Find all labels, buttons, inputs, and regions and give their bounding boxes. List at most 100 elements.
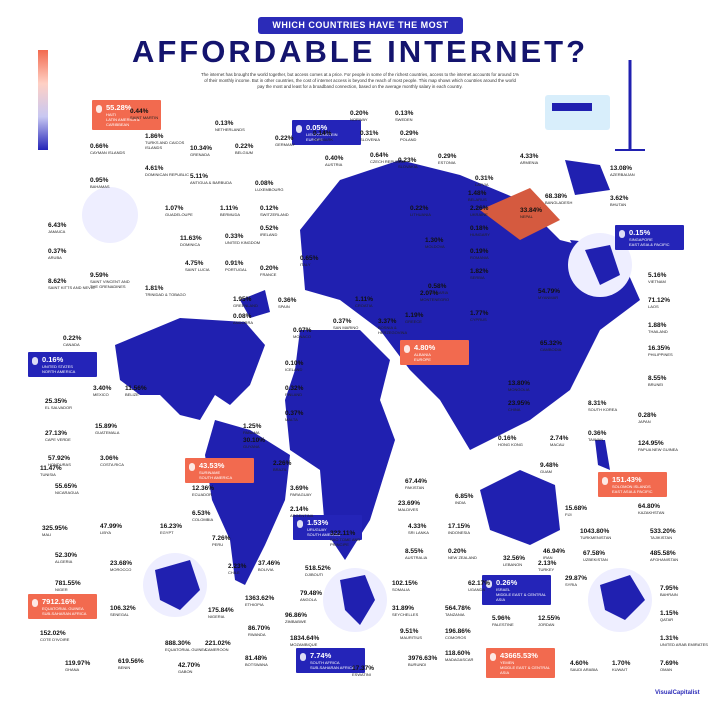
country-name: NIGERIA [208, 614, 225, 619]
country-label: 0.65% ITALY [300, 255, 348, 267]
country-name: TANZANIA [445, 612, 465, 617]
country-label: 9.59% SAINT VINCENT AND THE GRENADINES [90, 272, 138, 289]
country-label: 221.02% CAMEROON [205, 640, 253, 652]
country-name: CAMEROON [205, 647, 229, 652]
country-name: ARGENTINA [290, 513, 314, 518]
country-value: 4.75% [185, 260, 204, 267]
country-value: 12.36% [192, 485, 215, 492]
country-label: 119.97% GHANA [65, 660, 113, 672]
country-label: 152.02% COTE D'IVOIRE [40, 630, 88, 642]
country-label: 5.96% PALESTINE [492, 615, 540, 627]
country-name: SOMALIA [392, 587, 410, 592]
country-label: 5.11% ANTIGUA & BARBUDA [190, 173, 238, 185]
country-label: 0.40% AUSTRIA [325, 155, 373, 167]
country-label: 96.86% ZIMBABWE [285, 612, 333, 624]
country-name: LUXEMBOURG [255, 187, 284, 192]
country-label: 86.70% RWANDA [248, 625, 296, 637]
country-name: COSTA RICA [100, 462, 124, 467]
country-name: ETHIOPIA [245, 602, 264, 607]
country-value: 0.36% [588, 430, 607, 437]
intro: The internet has brought the world toget… [200, 72, 519, 89]
country-label: 0.10% ICELAND [285, 360, 333, 372]
country-label: 175.84% NIGERIA [208, 607, 256, 619]
country-value: 2.74% [550, 435, 569, 442]
country-label: 564.78% TANZANIA [445, 605, 493, 617]
country-value: 7.26% [212, 535, 231, 542]
country-value: 23.68% [110, 560, 133, 567]
country-value: 0.52% [260, 225, 279, 232]
country-value: 0.65% [300, 255, 319, 262]
country-value: 32.56% [503, 555, 526, 562]
country-name: AUSTRALIA [405, 555, 428, 560]
country-value: 1.25% [243, 423, 262, 430]
highlight-region: MIDDLE EAST & CENTRAL ASIA [496, 592, 547, 602]
country-value: 0.20% [260, 265, 279, 272]
country-label: 67.44% PAKISTAN [405, 478, 453, 490]
highlight-value: 43665.53% [500, 651, 538, 660]
country-label: 1.30% MOLDOVA [425, 237, 473, 249]
country-name: ALGERIA [55, 559, 73, 564]
highlight-region: SOUTH AMERICA [199, 475, 233, 480]
country-value: 6.85% [455, 493, 474, 500]
country-value: 0.44% [130, 108, 149, 115]
country-label: 4.33% ARMENIA [520, 153, 568, 165]
country-value: 7.69% [660, 660, 679, 667]
country-value: 1834.64% [290, 635, 320, 642]
highlight-box: 0.26% ISRAEL MIDDLE EAST & CENTRAL ASIA [482, 575, 551, 605]
country-label: 11.63% DOMINICA [180, 235, 228, 247]
country-name: ESTONIA [438, 160, 456, 165]
country-value: 0.31% [360, 130, 379, 137]
country-label: 2.23% CHILE [228, 563, 276, 575]
country-label: 0.36% TAIWAN [588, 430, 636, 442]
country-label: 17.15% INDONESIA [448, 523, 496, 535]
country-name: QATAR [660, 617, 674, 622]
country-name: MACAU [550, 442, 565, 447]
country-value: 0.33% [225, 233, 244, 240]
country-value: 2.07% [420, 290, 439, 297]
highlight-region: LATIN AMERICA & CARIBBEAN [106, 117, 140, 127]
country-value: 4.33% [408, 523, 427, 530]
country-value: 0.18% [470, 225, 489, 232]
country-label: 1.15% QATAR [660, 610, 708, 622]
country-label: 5.16% VIETNAM [648, 272, 696, 284]
country-label: 0.13% SWEDEN [395, 110, 443, 122]
country-name: THAILAND [648, 329, 668, 334]
country-label: 46.94% IRAN [543, 548, 591, 560]
country-label: 325.95% MALI [42, 525, 90, 537]
country-label: 7.26% PERU [212, 535, 260, 547]
country-name: BAHAMAS [90, 184, 110, 189]
country-value: 2.14% [290, 506, 309, 513]
country-label: 12.36% ECUADOR [192, 485, 240, 497]
country-value: 0.91% [225, 260, 244, 267]
country-value: 0.22% [410, 205, 429, 212]
country-name: NETHERLANDS [215, 127, 245, 132]
country-label: 13.08% AZERBAIJAN [610, 165, 658, 177]
country-name: BHUTAN [610, 202, 627, 207]
country-value: 2.13% [538, 560, 557, 567]
highlight-country: SINGAPORE [629, 237, 653, 242]
country-label: 0.22% LITHUANIA [410, 205, 458, 217]
country-label: 1.82% SERBIA [470, 268, 518, 280]
country-value: 0.37% [285, 410, 304, 417]
country-value: 1.07% [165, 205, 184, 212]
country-label: 0.33% UNITED KINGDOM [225, 233, 273, 245]
country-value: 8.55% [648, 375, 667, 382]
country-label: 3.06% COSTA RICA [100, 455, 148, 467]
country-label: 6.53% COLOMBIA [192, 510, 240, 522]
country-label: 0.66% CAYMAN ISLANDS [90, 143, 138, 155]
country-label: 12.55% JORDAN [538, 615, 586, 627]
country-value: 119.97% [65, 660, 91, 667]
country-name: KAZAKHSTAN [638, 510, 665, 515]
highlight-box: 0.16% UNITED STATES NORTH AMERICA [28, 352, 97, 377]
country-label: 0.31% LATVIA [475, 175, 523, 187]
country-label: 33.84% NEPAL [520, 207, 568, 219]
highlight-region: MIDDLE EAST & CENTRAL ASIA [500, 665, 551, 675]
country-label: 30.10% GUYANA [243, 437, 291, 449]
country-name: MOROCCO [110, 567, 132, 572]
country-label: 0.28% JAPAN [638, 412, 686, 424]
highlight-box: 0.05% LIECHTENSTEIN EUROPE [292, 120, 361, 145]
country-label: 2.26% BRAZIL [273, 460, 321, 472]
country-name: MALTA [285, 417, 298, 422]
country-label: 68.38% BANGLADESH [545, 193, 593, 205]
